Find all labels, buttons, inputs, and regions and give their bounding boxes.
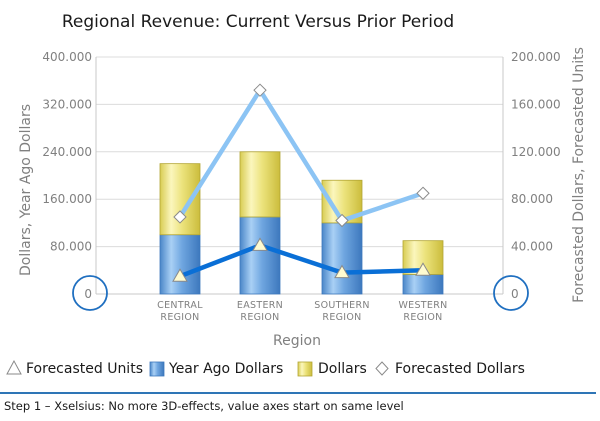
marker-forecasted-units	[415, 262, 431, 276]
line-forecasted-units	[179, 243, 424, 279]
category-label: EASTERN	[237, 300, 283, 311]
bar-year-ago-dollars	[402, 274, 444, 295]
category-label: REGION	[322, 312, 361, 323]
caption: Step 1 – Xselsius: No more 3D-effects, v…	[4, 399, 404, 413]
bar-dollars	[239, 151, 281, 218]
yellow-bar-icon	[297, 361, 313, 377]
y-tick-label: 320.000	[42, 97, 92, 111]
category-label: SOUTHERN	[314, 300, 370, 311]
category-label: REGION	[403, 312, 442, 323]
category-label: REGION	[240, 312, 279, 323]
right-axis-ticks: 0 40.000 80.000 120.000 160.000 200.000	[511, 50, 561, 301]
legend-label-forecasted-units: Forecasted Units	[26, 361, 143, 377]
triangle-marker-icon	[6, 359, 22, 375]
y2-tick-label: 40.000	[511, 240, 553, 254]
marker-forecasted-units	[252, 237, 268, 251]
y2-axis-title: Forecasted Dollars, Forecasted Units	[571, 47, 587, 303]
marker-forecasted-dollars	[173, 210, 187, 224]
legend-item-dollars: Dollars	[297, 361, 367, 377]
marker-forecasted-dollars	[253, 83, 267, 97]
line-series	[172, 83, 431, 282]
y-axis-title: Dollars, Year Ago Dollars	[18, 104, 34, 276]
legend-item-year-ago-dollars: Year Ago Dollars	[149, 361, 283, 377]
y2-tick-label: 160.000	[511, 97, 561, 111]
y2-tick-label: 80.000	[511, 192, 553, 206]
y2-tick-label: 120.000	[511, 145, 561, 159]
legend-label-year-ago-dollars: Year Ago Dollars	[168, 361, 283, 377]
bar-year-ago-dollars	[239, 216, 281, 295]
marker-forecasted-units	[172, 268, 188, 282]
legend-item-forecasted-dollars: Forecasted Dollars	[375, 361, 525, 377]
y2-tick-label: 200.000	[511, 50, 561, 64]
blue-bar-icon	[149, 361, 165, 377]
marker-forecasted-dollars	[335, 213, 349, 228]
x-axis-title: Region	[273, 333, 321, 349]
category-label: WESTERN	[398, 300, 447, 311]
line-forecasted-dollars	[178, 87, 424, 223]
chart-title: Regional Revenue: Current Versus Prior P…	[62, 12, 454, 32]
bar-year-ago-dollars	[159, 234, 201, 295]
y-tick-label: 0	[84, 287, 92, 301]
right-zero-highlight	[493, 275, 529, 311]
left-axis-ticks: 0 80.000 160.000 240.000 320.000 400.000	[42, 50, 92, 301]
diamond-marker-icon	[375, 361, 389, 376]
y-tick-label: 240.000	[42, 145, 92, 159]
y-tick-label: 400.000	[42, 50, 92, 64]
y-tick-label: 160.000	[42, 192, 92, 206]
marker-forecasted-units	[334, 264, 350, 279]
category-label: REGION	[160, 312, 199, 323]
legend: Forecasted Units Year Ago Dollars Dollar…	[6, 359, 525, 377]
bar-year-ago-dollars	[321, 222, 363, 295]
y2-tick-label: 0	[511, 287, 519, 301]
category-labels: CENTRALREGIONEASTERNREGIONSOUTHERNREGION…	[157, 300, 447, 323]
legend-item-forecasted-units: Forecasted Units	[6, 359, 143, 377]
legend-label-dollars: Dollars	[318, 361, 367, 377]
category-label: CENTRAL	[157, 300, 203, 311]
left-zero-highlight	[72, 275, 108, 311]
legend-label-forecasted-dollars: Forecasted Dollars	[395, 361, 525, 377]
y-tick-label: 80.000	[50, 240, 92, 254]
marker-forecasted-dollars	[416, 186, 430, 200]
bar-dollars	[159, 163, 201, 236]
